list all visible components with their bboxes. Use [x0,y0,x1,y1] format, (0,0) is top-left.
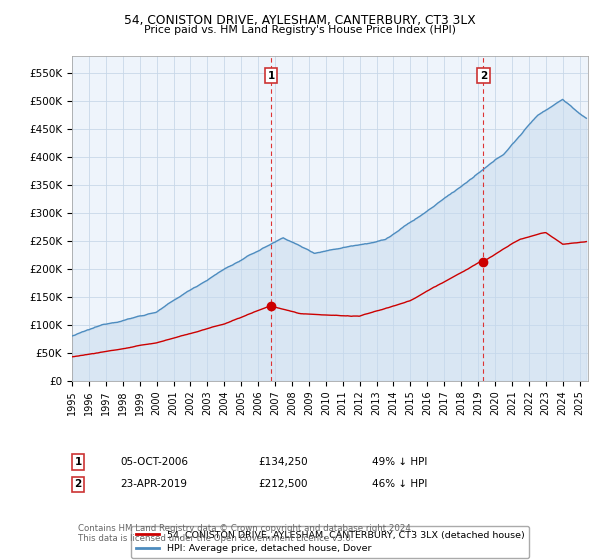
Text: £212,500: £212,500 [258,479,308,489]
Text: 46% ↓ HPI: 46% ↓ HPI [372,479,427,489]
Text: 2: 2 [479,71,487,81]
Text: 54, CONISTON DRIVE, AYLESHAM, CANTERBURY, CT3 3LX: 54, CONISTON DRIVE, AYLESHAM, CANTERBURY… [124,14,476,27]
Text: 49% ↓ HPI: 49% ↓ HPI [372,457,427,467]
Text: Price paid vs. HM Land Registry's House Price Index (HPI): Price paid vs. HM Land Registry's House … [144,25,456,35]
Text: 05-OCT-2006: 05-OCT-2006 [120,457,188,467]
Legend: 54, CONISTON DRIVE, AYLESHAM, CANTERBURY, CT3 3LX (detached house), HPI: Average: 54, CONISTON DRIVE, AYLESHAM, CANTERBURY… [131,526,529,558]
Text: £134,250: £134,250 [258,457,308,467]
Text: 2: 2 [74,479,82,489]
Text: Contains HM Land Registry data © Crown copyright and database right 2024.
This d: Contains HM Land Registry data © Crown c… [78,524,413,543]
Text: 23-APR-2019: 23-APR-2019 [120,479,187,489]
Text: 1: 1 [74,457,82,467]
Text: 1: 1 [268,71,275,81]
